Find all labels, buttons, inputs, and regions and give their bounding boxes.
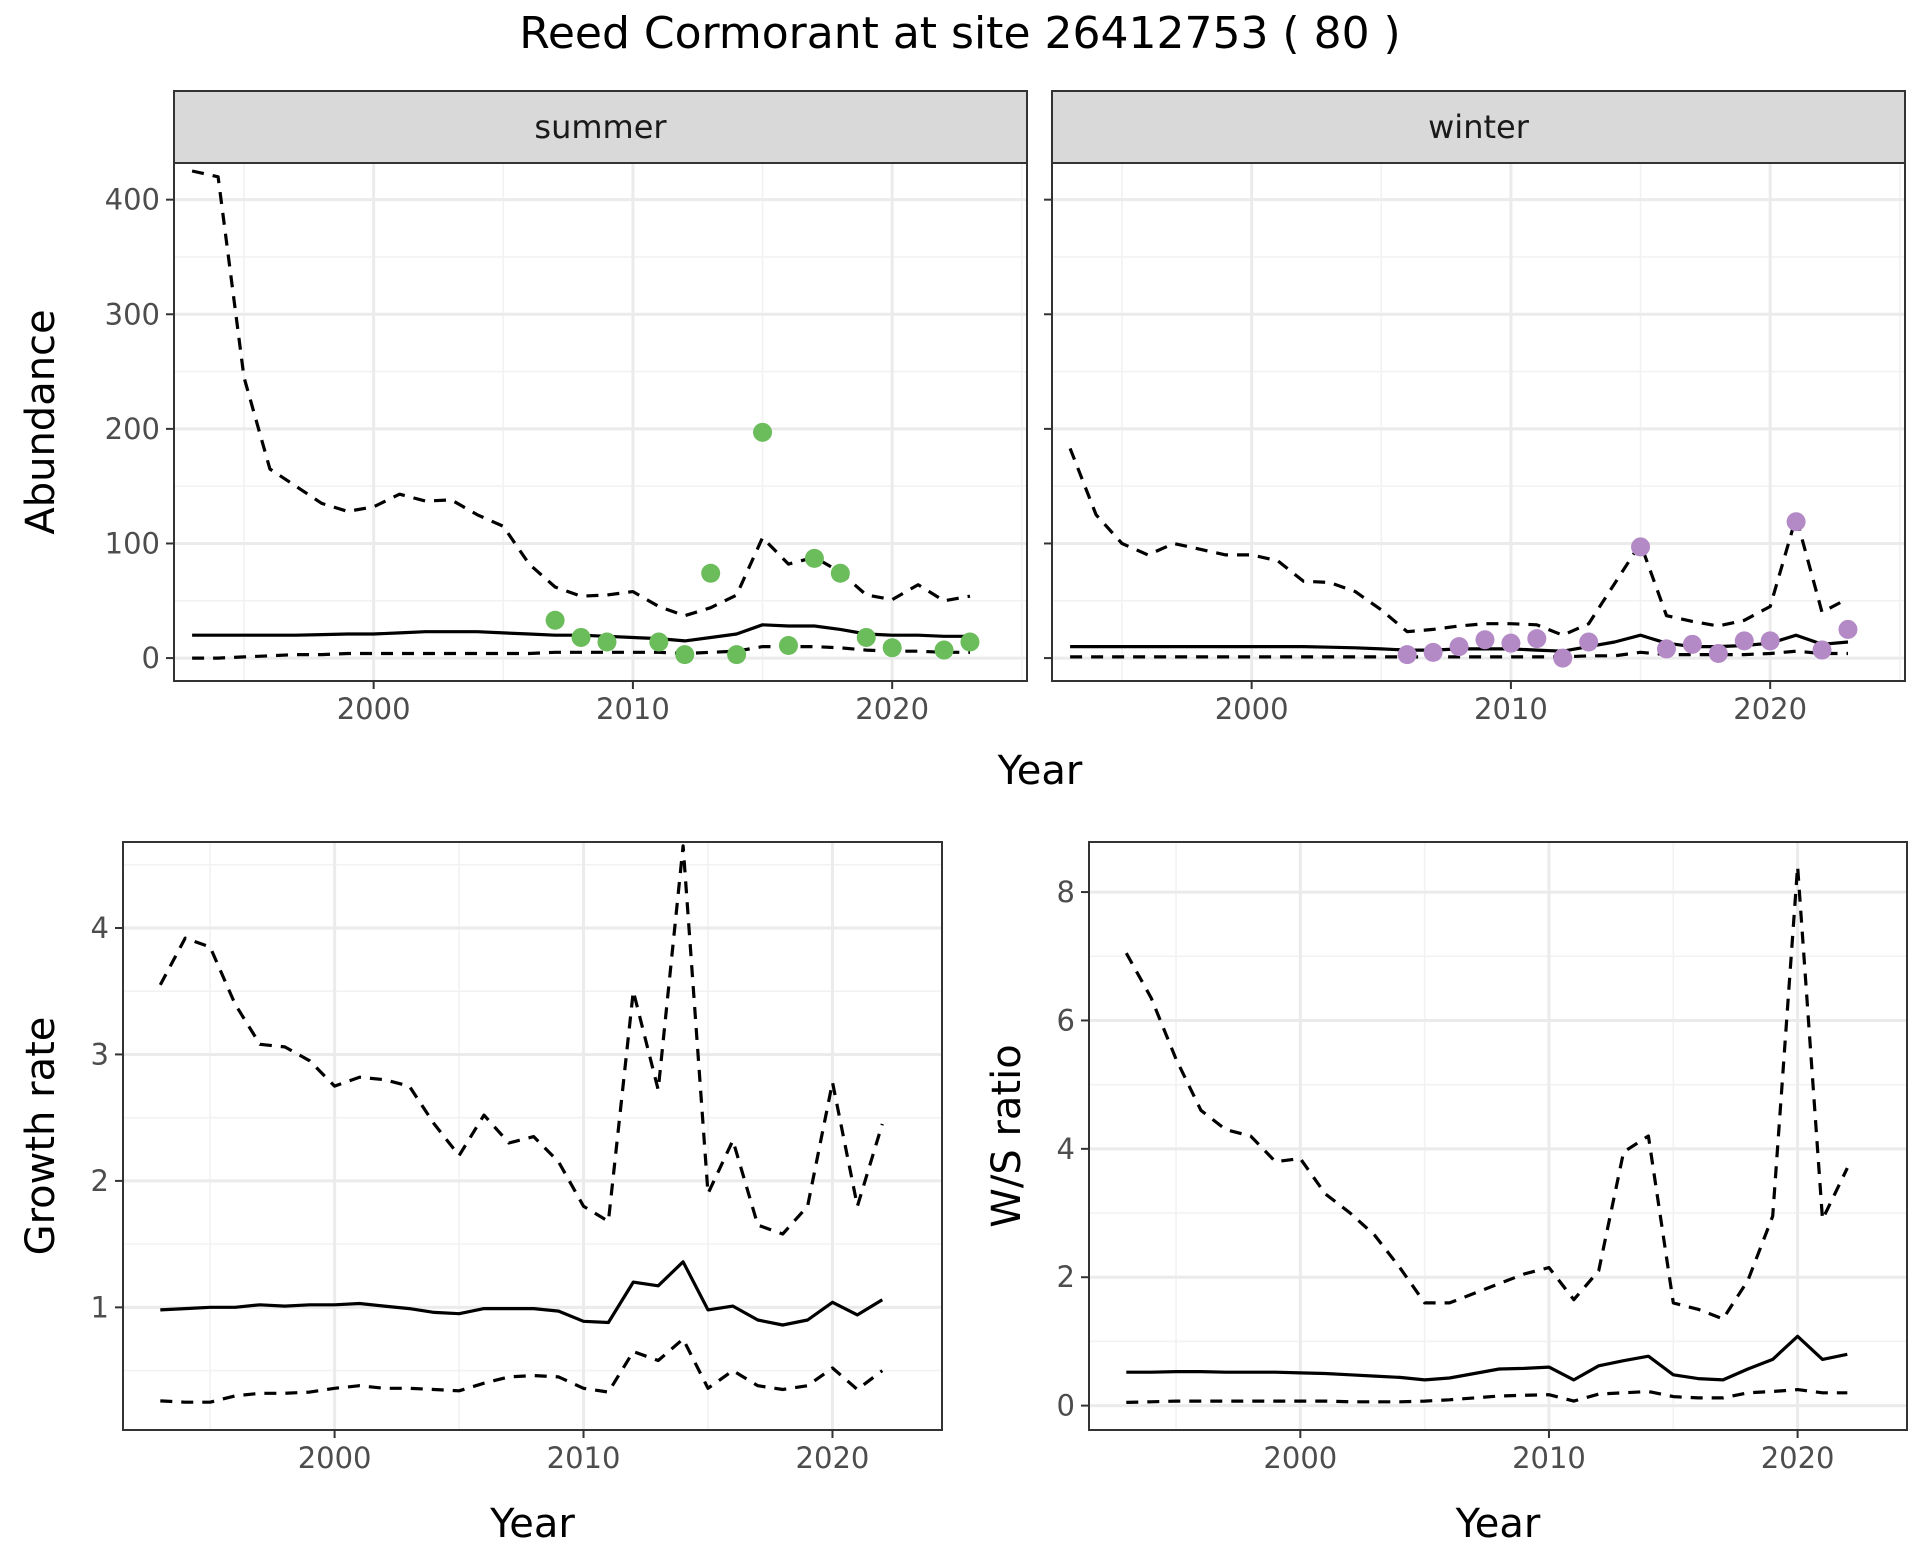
figure-title: Reed Cormorant at site 26412753 ( 80 ) [519, 8, 1400, 59]
data-point [1708, 643, 1728, 663]
data-point [727, 645, 747, 665]
y-tick-label: 2 [91, 1164, 109, 1198]
y-axis-title: Growth rate [18, 1017, 64, 1256]
x-tick-label: 2020 [1761, 1441, 1835, 1475]
x-tick-label: 2020 [855, 692, 929, 726]
data-point [1501, 633, 1521, 653]
series-line-lower [1126, 1388, 1848, 1404]
data-point [1553, 648, 1573, 668]
data-point [675, 645, 695, 665]
data-point [1682, 634, 1702, 654]
x-axis-title: Year [489, 1501, 575, 1547]
data-point [649, 632, 669, 652]
data-point [701, 563, 721, 583]
x-tick-label: 2010 [1474, 692, 1548, 726]
x-tick-label: 2000 [1263, 1441, 1337, 1475]
data-point [753, 422, 773, 442]
y-axis-title: W/S ratio [984, 1044, 1030, 1227]
data-point [882, 638, 902, 658]
data-point [830, 563, 850, 583]
data-point [1760, 631, 1780, 651]
panel-winter: winter 2000 2010 2020 [1044, 90, 1906, 726]
data-point [571, 627, 591, 647]
x-tick-label: 2020 [1733, 692, 1807, 726]
panel-ws-ratio: 2000 2010 2020 0 2 4 6 8 Year W/S ratio [984, 841, 1908, 1547]
y-tick-label: 100 [105, 526, 160, 560]
y-tick-label: 1 [91, 1290, 109, 1324]
y-tick-label: 3 [91, 1037, 109, 1071]
y-tick-label: 2 [1057, 1260, 1075, 1294]
data-point [1397, 645, 1417, 665]
data-point [1449, 637, 1469, 657]
x-tick-label: 2020 [796, 1441, 870, 1475]
y-tick-label: 8 [1057, 875, 1075, 909]
y-tick-label: 6 [1057, 1003, 1075, 1037]
y-tick-label: 0 [1057, 1389, 1075, 1423]
data-point [856, 627, 876, 647]
data-point [934, 640, 954, 660]
data-point [1423, 642, 1443, 662]
x-tick-label: 2000 [1215, 692, 1289, 726]
y-axis-title: Abundance [18, 309, 64, 534]
series-line-estimate [160, 1260, 884, 1327]
data-point [1786, 512, 1806, 532]
series-line-lower [1070, 649, 1848, 659]
y-tick-label: 400 [105, 183, 160, 217]
data-point [1579, 632, 1599, 652]
data-point [545, 610, 565, 630]
x-tick-label: 2010 [596, 692, 670, 726]
data-point [1734, 631, 1754, 651]
series-line-estimate [1126, 1334, 1848, 1382]
strip-label: summer [534, 108, 667, 146]
y-tick-label: 200 [105, 412, 160, 446]
series-line-upper [158, 844, 884, 1236]
x-axis-title: Year [1455, 1501, 1541, 1547]
x-axis-title-top: Year [997, 748, 1083, 794]
panel-border [122, 841, 943, 1431]
series-line-lower [160, 1337, 884, 1404]
y-tick-label: 300 [105, 297, 160, 331]
data-point [597, 632, 617, 652]
y-tick-label: 0 [142, 641, 160, 675]
x-tick-label: 2010 [1512, 1441, 1586, 1475]
data-point [1631, 537, 1651, 557]
strip-label: winter [1428, 108, 1530, 146]
data-point [1475, 630, 1495, 650]
y-tick-label: 4 [91, 911, 109, 945]
data-point [1838, 619, 1858, 639]
data-point [804, 548, 824, 568]
x-tick-label: 2000 [298, 1441, 372, 1475]
series-line-lower [192, 645, 970, 660]
x-tick-label: 2010 [547, 1441, 621, 1475]
series-line-upper [1068, 447, 1849, 637]
panel-summer: summer 2000 2010 2020 0 100 200 300 400 Abundance [18, 90, 1028, 726]
data-point [1812, 640, 1832, 660]
panel-growth: 2000 2010 2020 1 2 3 4 Year Growth rate [18, 841, 943, 1547]
data-point [1527, 629, 1547, 649]
panel-border [1088, 841, 1908, 1431]
y-tick-label: 4 [1057, 1132, 1075, 1166]
x-tick-label: 2000 [337, 692, 411, 726]
strip-winter [1051, 90, 1906, 164]
strip-summer [173, 90, 1028, 164]
data-point [1656, 639, 1676, 659]
series-line-upper [1124, 864, 1849, 1321]
data-point [960, 632, 980, 652]
plots: summer 2000 2010 2020 0 100 200 300 400 Abundance… [18, 90, 1908, 1547]
data-point [778, 635, 798, 655]
